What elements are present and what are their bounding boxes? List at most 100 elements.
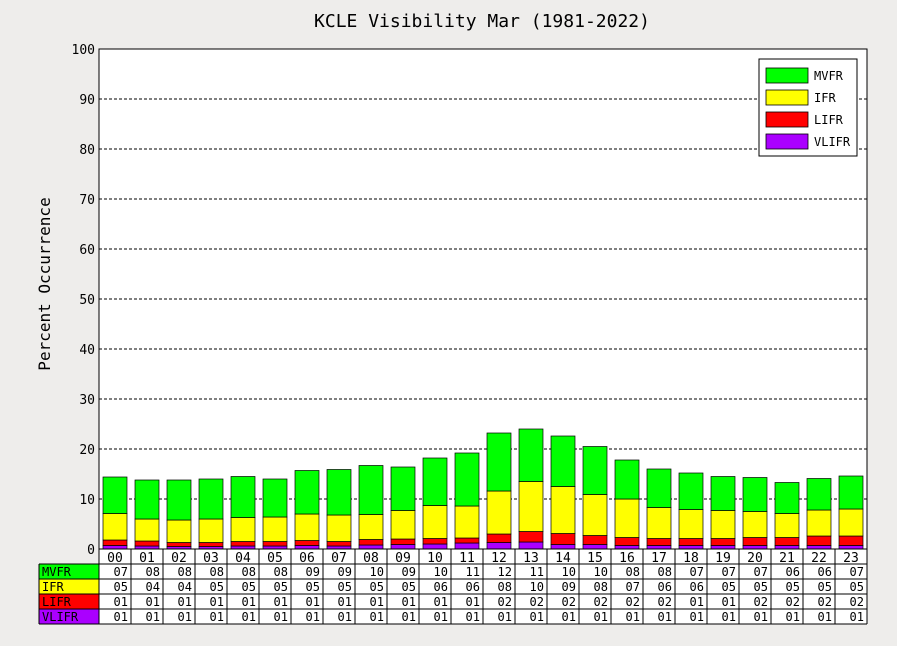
table-cell: 01 <box>114 610 128 624</box>
bar-ifr-09 <box>390 510 416 540</box>
bar-vlifr-23 <box>838 545 864 550</box>
table-cell: 01 <box>306 595 320 609</box>
table-cell: 01 <box>690 595 704 609</box>
table-cell: 02 <box>754 595 768 609</box>
table-row-label-mvfr: MVFR <box>42 565 72 579</box>
bar-ifr-01 <box>134 518 160 542</box>
bar-lifr-15 <box>582 535 608 545</box>
bar-lifr-18 <box>678 538 704 546</box>
bar-mvfr-06 <box>294 470 320 515</box>
bar-mvfr-12 <box>486 432 512 492</box>
bar-lifr-07 <box>326 541 352 547</box>
bar-mvfr-23 <box>838 475 864 510</box>
bar-lifr-11 <box>454 537 480 544</box>
table-cell: 05 <box>402 580 416 594</box>
x-tick-label: 02 <box>171 551 187 566</box>
bar-mvfr-09 <box>390 466 416 511</box>
table-cell: 06 <box>818 565 832 579</box>
table-cell: 05 <box>818 580 832 594</box>
table-cell: 07 <box>754 565 768 579</box>
bar-lifr-00 <box>102 539 128 546</box>
y-tick-labels: 0 10 20 30 40 50 60 70 80 90 100 <box>72 43 95 558</box>
bar-mvfr-16 <box>614 459 640 500</box>
bars <box>102 428 864 550</box>
x-tick-label: 13 <box>523 551 539 566</box>
bar-ifr-23 <box>838 508 864 537</box>
bar-lifr-04 <box>230 541 256 547</box>
table-cell: 01 <box>434 595 448 609</box>
table-cell: 01 <box>114 595 128 609</box>
table-cell: 08 <box>498 580 512 594</box>
legend-label-vlifr: VLIFR <box>814 135 851 149</box>
bar-vlifr-08 <box>358 544 384 550</box>
table-row-label-ifr: IFR <box>42 580 64 594</box>
bar-mvfr-00 <box>102 476 128 514</box>
bar-lifr-14 <box>550 533 576 545</box>
legend-swatch-lifr <box>765 111 809 128</box>
bar-vlifr-13 <box>518 541 544 550</box>
table-cell: 05 <box>306 580 320 594</box>
bar-mvfr-20 <box>742 477 768 512</box>
table-cell: 09 <box>562 580 576 594</box>
x-tick-label: 01 <box>139 551 155 566</box>
table-cell: 10 <box>370 565 384 579</box>
table-cell: 01 <box>306 610 320 624</box>
bar-mvfr-01 <box>134 479 160 520</box>
bar-ifr-22 <box>806 509 832 537</box>
table-cell: 01 <box>402 610 416 624</box>
table-cell: 02 <box>786 595 800 609</box>
bar-lifr-06 <box>294 540 320 546</box>
table-cell: 01 <box>754 610 768 624</box>
grid-lines <box>99 98 867 500</box>
table-cell: 05 <box>850 580 864 594</box>
bar-vlifr-22 <box>806 545 832 550</box>
table-cell: 01 <box>210 595 224 609</box>
table-cell: 01 <box>242 610 256 624</box>
y-tick-label: 40 <box>79 343 95 358</box>
bar-ifr-18 <box>678 509 704 539</box>
table-cell: 01 <box>562 610 576 624</box>
legend-swatch-mvfr <box>765 67 809 84</box>
y-tick-label: 70 <box>79 193 95 208</box>
table-cell: 01 <box>594 610 608 624</box>
bar-ifr-05 <box>262 516 288 542</box>
bar-ifr-07 <box>326 514 352 542</box>
x-tick-label: 05 <box>267 551 283 566</box>
table-cell: 02 <box>658 595 672 609</box>
bar-lifr-09 <box>390 538 416 545</box>
bar-mvfr-07 <box>326 469 352 516</box>
table-cell: 05 <box>370 580 384 594</box>
data-table: 00 01 02 03 04 05 06 07 08 09 10 11 12 13 14 15 16 17 18 19… <box>38 548 868 625</box>
table-cell: 06 <box>658 580 672 594</box>
bar-vlifr-06 <box>294 545 320 550</box>
table-cell: 01 <box>818 610 832 624</box>
bar-ifr-12 <box>486 490 512 535</box>
legend-label-lifr: LIFR <box>814 113 844 127</box>
table-cell: 10 <box>530 580 544 594</box>
bar-ifr-08 <box>358 514 384 540</box>
table-cell: 01 <box>274 610 288 624</box>
table-cell: 08 <box>178 565 192 579</box>
bar-lifr-13 <box>518 531 544 543</box>
bar-mvfr-02 <box>166 479 192 521</box>
table-cell: 01 <box>242 595 256 609</box>
table-cell: 01 <box>850 610 864 624</box>
bar-ifr-04 <box>230 517 256 542</box>
table-row-label-bg-ifr <box>39 579 99 594</box>
bar-ifr-16 <box>614 498 640 538</box>
table-cell: 01 <box>434 610 448 624</box>
x-tick-label: 23 <box>843 551 859 566</box>
table-cell: 10 <box>594 565 608 579</box>
table-cell: 01 <box>530 610 544 624</box>
table-cell: 01 <box>466 610 480 624</box>
table-cell: 08 <box>242 565 256 579</box>
legend-swatch-vlifr <box>765 133 809 150</box>
table-cell: 01 <box>146 610 160 624</box>
table-cell: 02 <box>850 595 864 609</box>
bar-lifr-17 <box>646 538 672 546</box>
table-cell: 12 <box>498 565 512 579</box>
bar-vlifr-17 <box>646 545 672 550</box>
table-cell: 05 <box>754 580 768 594</box>
bar-lifr-10 <box>422 538 448 545</box>
